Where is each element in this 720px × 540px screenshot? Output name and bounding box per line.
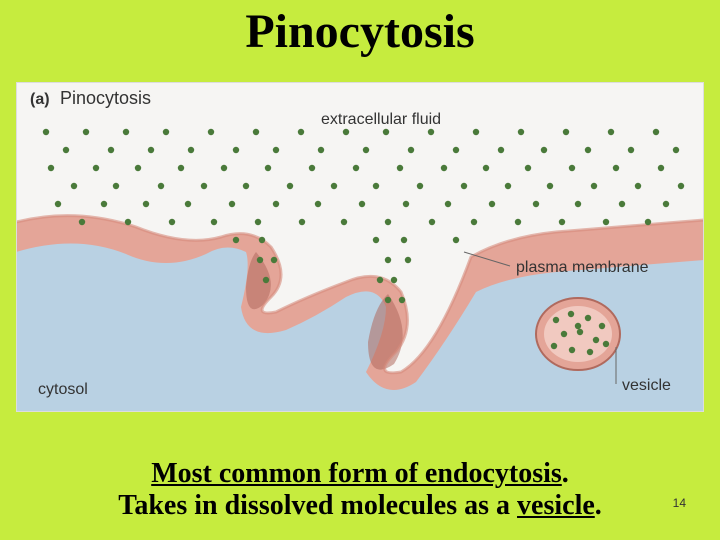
svg-text:(a): (a) — [30, 91, 50, 108]
caption-line-2-suffix: . — [595, 490, 602, 521]
caption-line-1-suffix: . — [562, 458, 569, 489]
svg-text:plasma membrane: plasma membrane — [516, 259, 649, 276]
caption-line-1-ul: Most common form of endocytosis — [151, 458, 562, 489]
slide: Pinocytosis (a) Pinocytosis extracellular … — [0, 0, 720, 540]
caption-line-2-ul: vesicle — [517, 490, 595, 521]
svg-text:vesicle: vesicle — [622, 377, 671, 394]
slide-title: Pinocytosis — [0, 4, 720, 59]
pinocytosis-diagram: (a) Pinocytosis extracellular fluid plasma … — [16, 82, 704, 412]
svg-text:cytosol: cytosol — [38, 381, 88, 398]
caption-line-2-prefix: Takes in dissolved molecules as a — [118, 490, 517, 521]
caption: Most common form of endocytosis. Takes i… — [0, 458, 720, 522]
svg-text:Pinocytosis: Pinocytosis — [60, 88, 151, 108]
slide-number: 14 — [673, 496, 686, 510]
caption-line-1: Most common form of endocytosis. — [0, 458, 720, 490]
svg-text:extracellular fluid: extracellular fluid — [321, 111, 441, 128]
caption-line-2: Takes in dissolved molecules as a vesicl… — [0, 490, 720, 522]
diagram-svg: (a) Pinocytosis extracellular fluid plasma … — [16, 82, 704, 412]
